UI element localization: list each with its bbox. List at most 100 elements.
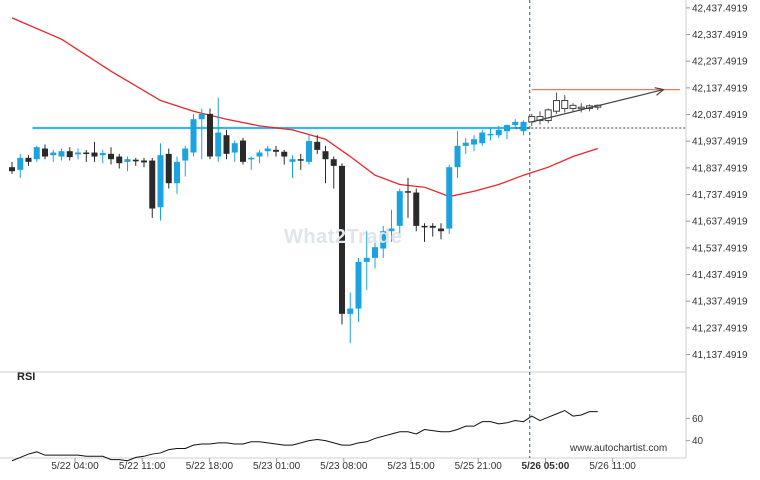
candle-body (544, 109, 552, 122)
trend-arrow-line (531, 89, 664, 123)
price-tick-label: 42,437.4919 (692, 3, 748, 14)
price-tick-label: 41,437.4919 (692, 270, 748, 281)
candle-body (479, 132, 486, 144)
candle-body (553, 100, 560, 112)
candle-body (248, 157, 255, 160)
candle-body (99, 153, 106, 156)
candle-body (512, 121, 519, 126)
candle-body (421, 225, 428, 228)
candle-body (322, 151, 329, 160)
candle-body (405, 191, 411, 193)
candle-body (347, 308, 354, 314)
candle-body (190, 119, 197, 153)
candle-body (306, 141, 312, 162)
candle-body (454, 145, 461, 168)
time-tick-label: 5/22 04:00 (51, 461, 99, 472)
price-tick-label: 42,037.4919 (692, 110, 748, 121)
candle-body (75, 152, 81, 155)
candle-body (388, 228, 395, 232)
price-tick-label: 41,137.4919 (692, 350, 748, 361)
time-tick-label: 5/23 08:00 (320, 461, 368, 472)
trend-arrow-head (654, 87, 665, 96)
rsi-tick-label: 60 (692, 414, 704, 425)
candle-body (66, 151, 73, 158)
candle-body (504, 125, 510, 132)
candle-body (256, 152, 263, 157)
candle-body (487, 133, 494, 136)
candle-body (207, 113, 213, 157)
candle-body (25, 157, 32, 162)
candle-body (264, 148, 271, 152)
price-tick-label: 41,837.4919 (692, 163, 748, 174)
candle-body (108, 153, 114, 160)
price-tick-label: 42,237.4919 (692, 57, 748, 68)
candle-body (561, 100, 569, 110)
time-tick-label: 5/22 18:00 (186, 461, 234, 472)
candle-body (363, 257, 370, 262)
candle-body (273, 149, 279, 152)
candle-body (223, 135, 230, 154)
candle-body (446, 167, 453, 229)
candle-body (297, 159, 304, 161)
candle-body (372, 247, 378, 258)
candle-body (198, 113, 205, 120)
candle-body (289, 159, 296, 162)
price-tick-label: 41,737.4919 (692, 190, 748, 201)
candle-body (429, 225, 436, 228)
candle-body (42, 148, 48, 157)
candle-body (174, 161, 180, 184)
rsi-tick-label: 40 (692, 436, 704, 447)
candle-body (231, 143, 238, 153)
candle-body (413, 192, 420, 226)
price-tick-label: 42,337.4919 (692, 30, 748, 41)
candle-body (50, 152, 57, 156)
time-tick-label: 5/26 05:00 (521, 461, 569, 472)
candle-body (462, 142, 469, 146)
candle-body (330, 159, 337, 166)
candle-body (91, 152, 98, 157)
candle-body (569, 104, 577, 110)
price-tick-label: 41,337.4919 (692, 297, 748, 308)
rsi-line (11, 409, 598, 462)
candle-body (83, 152, 90, 155)
price-tick-label: 41,637.4919 (692, 217, 748, 228)
candle-body (577, 106, 585, 110)
candle-body (471, 139, 477, 145)
time-tick-label: 5/22 11:00 (119, 461, 166, 472)
source-credit: www.autochartist.com (570, 443, 668, 454)
price-tick-label: 42,137.4919 (692, 83, 748, 94)
price-tick-label: 41,537.4919 (692, 243, 748, 254)
candle-body (355, 261, 362, 309)
candle-body (438, 228, 444, 232)
candle-body (165, 153, 172, 184)
candle-body (495, 129, 502, 136)
candle-body (149, 160, 156, 209)
candle-body (281, 151, 288, 157)
candle-body (33, 147, 40, 160)
time-tick-label: 5/23 15:00 (387, 461, 435, 472)
candle-body (141, 160, 147, 163)
price-tick-label: 41,937.4919 (692, 137, 748, 148)
candle-body (17, 157, 24, 170)
candle-body (396, 191, 403, 226)
candle-body (9, 167, 15, 172)
candle-body (58, 151, 65, 157)
rsi-panel-label: RSI (17, 371, 36, 383)
candle-body (116, 156, 123, 164)
candle-body (314, 141, 321, 150)
time-tick-label: 5/25 21:00 (455, 461, 503, 472)
candle-body (124, 159, 131, 162)
candle-body (339, 165, 345, 314)
candle-body (520, 121, 527, 132)
candle-body (380, 231, 387, 249)
time-tick-label: 5/23 01:00 (253, 461, 301, 472)
candle-body (157, 155, 164, 208)
watermark-logo: What2Trade (284, 226, 403, 248)
candle-body (215, 132, 222, 157)
candle-body (132, 159, 139, 162)
price-tick-label: 41,237.4919 (692, 323, 748, 334)
candle-body (182, 148, 189, 161)
moving-average-line (11, 17, 598, 198)
